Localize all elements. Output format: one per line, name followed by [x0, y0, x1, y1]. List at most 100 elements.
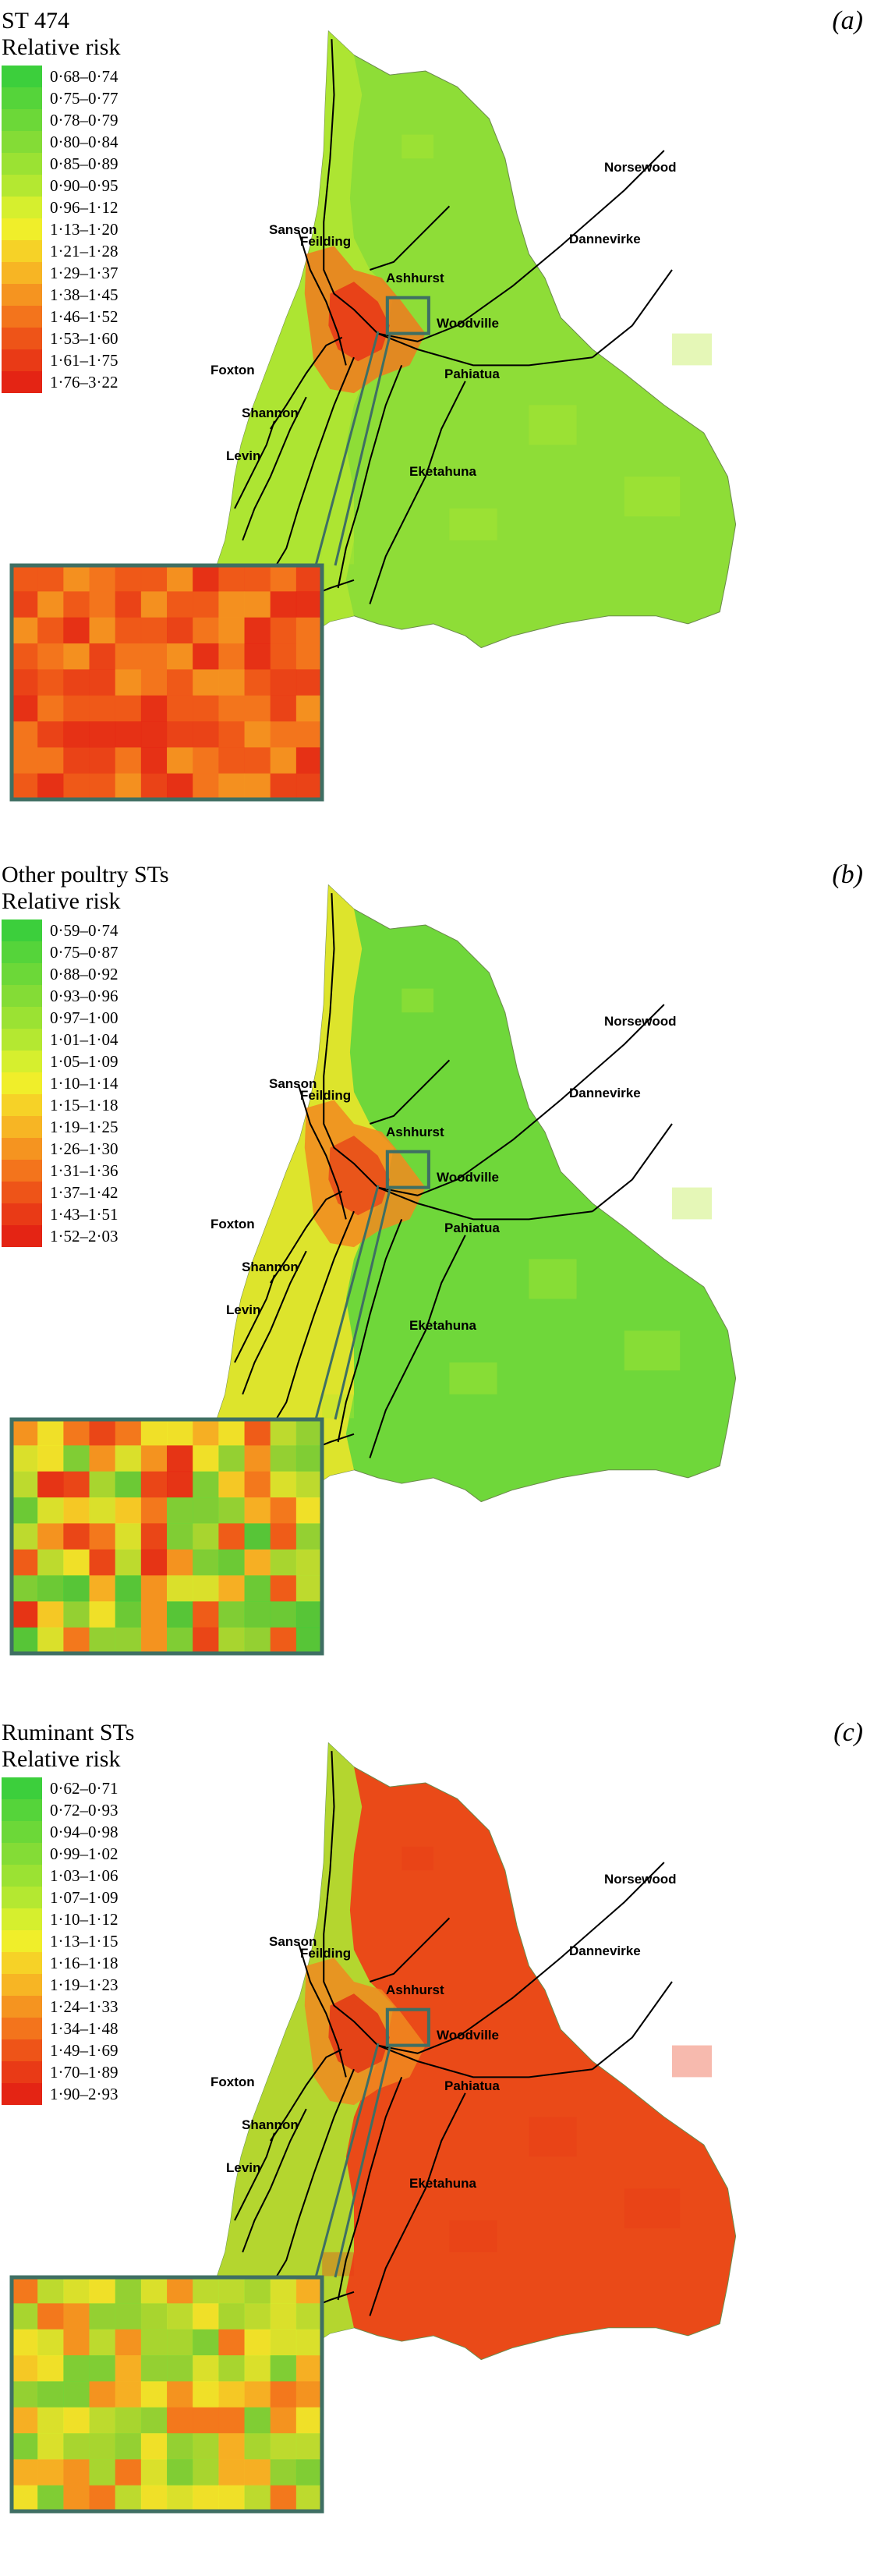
town-label-sanson: Sanson: [269, 222, 317, 237]
inset-cell: [218, 1601, 245, 1628]
inset-cell: [89, 2329, 116, 2356]
inset-cell: [12, 2303, 38, 2330]
panel-a: Norsewood Dannevirke Sanson Feilding Ashhurs…: [0, 0, 888, 842]
legend-swatch: [2, 197, 42, 218]
legend-swatch: [2, 1160, 42, 1182]
legend-range-label: 1·16–1·18: [50, 1953, 119, 1972]
inset-cell: [12, 2433, 38, 2460]
inset-cell: [140, 1523, 168, 1550]
legend-row: 1·16–1·18: [2, 1952, 196, 1974]
legend-row: 1·10–1·12: [2, 1908, 196, 1930]
legend-row: 1·21–1·28: [2, 240, 196, 262]
legend-row: 1·61–1·75: [2, 349, 196, 371]
inset-cell: [115, 1523, 142, 1550]
legend-range-label: 0·97–1·00: [50, 1008, 119, 1027]
district-patch: [624, 1331, 681, 1371]
inset-cell: [140, 2459, 168, 2486]
zoom-inset: [9, 563, 324, 802]
legend-range-label: 0·85–0·89: [50, 154, 119, 173]
inset-cell: [63, 591, 90, 618]
town-label-eketahuna: Eketahuna: [409, 1318, 477, 1333]
inset-cell: [63, 1497, 90, 1524]
inset-cell: [63, 1575, 90, 1602]
legend-range-label: 1·37–1·42: [50, 1182, 119, 1202]
inset-cell: [37, 1575, 64, 1602]
legend-swatch: [2, 109, 42, 131]
legend-range-label: 1·38–1·45: [50, 285, 119, 304]
inset-cell: [244, 1445, 271, 1472]
inset-cell: [218, 591, 245, 618]
inset-cell: [115, 2485, 142, 2512]
legend-range-label: 0·59–0·74: [50, 920, 119, 940]
inset-frame: [9, 2275, 324, 2514]
panel-label: (c): [833, 1718, 863, 1747]
road-line: [234, 2132, 275, 2221]
legend-range-label: 1·19–1·23: [50, 1975, 119, 1994]
legend-range-label: 1·13–1·20: [50, 219, 119, 239]
inset-cell: [193, 1549, 219, 1576]
callout-line: [334, 335, 391, 566]
legend-range-label: 0·68–0·74: [50, 66, 119, 86]
inset-cell: [89, 1471, 116, 1498]
inset-cell: [167, 2381, 193, 2408]
inset-cell: [193, 1601, 219, 1628]
inset-cell: [140, 695, 168, 722]
inset-cell: [140, 1445, 168, 1472]
inset-cell: [37, 591, 64, 618]
inset-cell: [167, 617, 193, 644]
inset-cell: [37, 1445, 64, 1472]
legend-title: Other poultry STs: [2, 862, 169, 888]
town-label-ashhurst: Ashhurst: [386, 1982, 444, 1997]
inset-cell: [12, 1445, 38, 1472]
inset-cell: [295, 1523, 323, 1550]
legend-row: 1·13–1·15: [2, 1930, 196, 1952]
inset-cell: [12, 773, 38, 800]
legend-row: 0·80–0·84: [2, 131, 196, 153]
legend-swatch: [2, 66, 42, 87]
inset-cell: [63, 1471, 90, 1498]
road-line: [592, 1123, 673, 1212]
inset-cell: [115, 721, 142, 748]
district-patch: [449, 2220, 497, 2252]
district-patch: [529, 2117, 577, 2157]
inset-cell: [12, 1497, 38, 1524]
inset-cell: [37, 565, 64, 592]
inset-cell: [218, 2381, 245, 2408]
inset-cell: [12, 2329, 38, 2356]
town-label-norsewood: Norsewood: [604, 160, 677, 175]
inset-cell: [295, 2355, 323, 2382]
zoom-box: [385, 1150, 430, 1189]
town-label-shannon: Shannon: [242, 406, 299, 420]
road-line: [337, 1219, 403, 1443]
inset-cell: [115, 2303, 142, 2330]
legend-swatch: [2, 240, 42, 262]
inset-cell: [140, 591, 168, 618]
legend-row: 1·26–1·30: [2, 1138, 196, 1160]
inset-cell: [63, 2433, 90, 2460]
legend-row: 0·93–0·96: [2, 985, 196, 1007]
legend-row: 0·78–0·79: [2, 109, 196, 131]
inset-cell: [218, 773, 245, 800]
town-label-levin: Levin: [226, 1302, 260, 1317]
inset-cell: [63, 643, 90, 670]
road-line: [369, 2092, 466, 2316]
inset-cell: [218, 1497, 245, 1524]
inset-cell: [115, 669, 142, 696]
inset-cell: [167, 2433, 193, 2460]
inset-cell: [37, 617, 64, 644]
town-label-foxton: Foxton: [211, 363, 255, 377]
legend-row: 1·38–1·45: [2, 284, 196, 306]
inset-cell: [193, 721, 219, 748]
legend-row: 0·97–1·00: [2, 1007, 196, 1029]
inset-cell: [218, 2433, 245, 2460]
legend-range-label: 1·10–1·14: [50, 1073, 119, 1093]
inset-cell: [167, 2303, 193, 2330]
legend-swatch: [2, 2061, 42, 2083]
town-label-pahiatua: Pahiatua: [444, 367, 500, 381]
inset-cell: [270, 2407, 297, 2434]
inset-cell: [12, 721, 38, 748]
legend-range-label: 0·96–1·12: [50, 197, 119, 217]
inset-cell: [37, 695, 64, 722]
inset-cell: [140, 1419, 168, 1446]
legend-row: 0·88–0·92: [2, 963, 196, 985]
